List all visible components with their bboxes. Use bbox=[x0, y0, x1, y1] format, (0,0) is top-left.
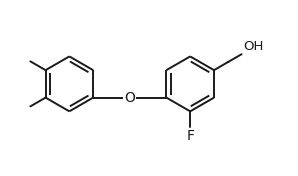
Text: F: F bbox=[186, 129, 194, 143]
Text: O: O bbox=[124, 91, 135, 105]
Text: OH: OH bbox=[243, 40, 264, 53]
